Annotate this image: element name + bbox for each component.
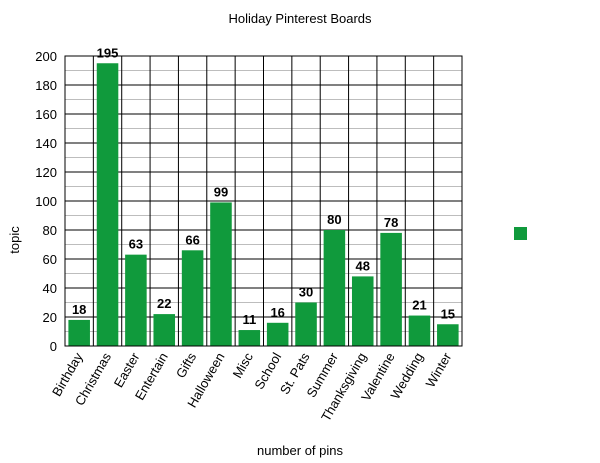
bar [351, 276, 374, 346]
bar [153, 314, 176, 346]
data-label: 11 [242, 312, 256, 327]
bar [437, 324, 459, 346]
bars [68, 63, 459, 346]
y-tick-label: 120 [35, 165, 57, 180]
x-tick-label: Gifts [173, 350, 200, 381]
bar [408, 315, 431, 346]
data-label: 18 [72, 302, 86, 317]
data-labels: 18 195 63 22 66 99 11 16 30 80 48 78 21 15 [72, 45, 455, 327]
bar [295, 302, 317, 346]
y-tick-label: 160 [35, 107, 57, 122]
data-label: 48 [356, 258, 370, 273]
y-axis-label: topic [7, 226, 22, 254]
y-tick-label: 20 [43, 310, 57, 325]
bar [380, 232, 402, 346]
y-tick-label: 140 [35, 136, 57, 151]
y-tick-label: 180 [35, 78, 57, 93]
data-label: 21 [412, 298, 426, 313]
x-tick-label: Winter [423, 349, 455, 390]
y-tick-label: 100 [35, 194, 57, 209]
data-label: 63 [129, 237, 143, 252]
bar [68, 319, 90, 346]
data-label: 30 [299, 285, 313, 300]
data-label: 16 [270, 305, 284, 320]
plot-frame [64, 55, 463, 347]
y-tick-label: 200 [35, 49, 57, 64]
x-tick-label: Misc [230, 350, 257, 381]
bar [238, 330, 261, 346]
bar [181, 250, 204, 346]
y-tick-label: 40 [43, 281, 57, 296]
data-label: 15 [441, 306, 455, 321]
y-tick-labels: 0 20 40 60 80 100 120 140 160 180 200 [35, 49, 57, 354]
data-label: 66 [185, 232, 199, 247]
chart-title: Holiday Pinterest Boards [228, 11, 372, 26]
bar [210, 202, 232, 346]
x-axis-label: number of pins [257, 443, 343, 458]
y-tick-label: 0 [50, 339, 57, 354]
bar [266, 322, 289, 346]
data-label: 22 [157, 296, 171, 311]
data-label: 78 [384, 215, 398, 230]
data-label: 99 [214, 184, 228, 199]
legend-swatch [514, 227, 527, 240]
y-tick-label: 80 [43, 223, 57, 238]
bar [125, 254, 147, 346]
y-tick-label: 60 [43, 252, 57, 267]
data-label: 80 [327, 212, 341, 227]
bar [96, 63, 119, 346]
gridlines [65, 56, 462, 346]
data-label: 195 [97, 45, 119, 60]
bar [323, 230, 346, 346]
